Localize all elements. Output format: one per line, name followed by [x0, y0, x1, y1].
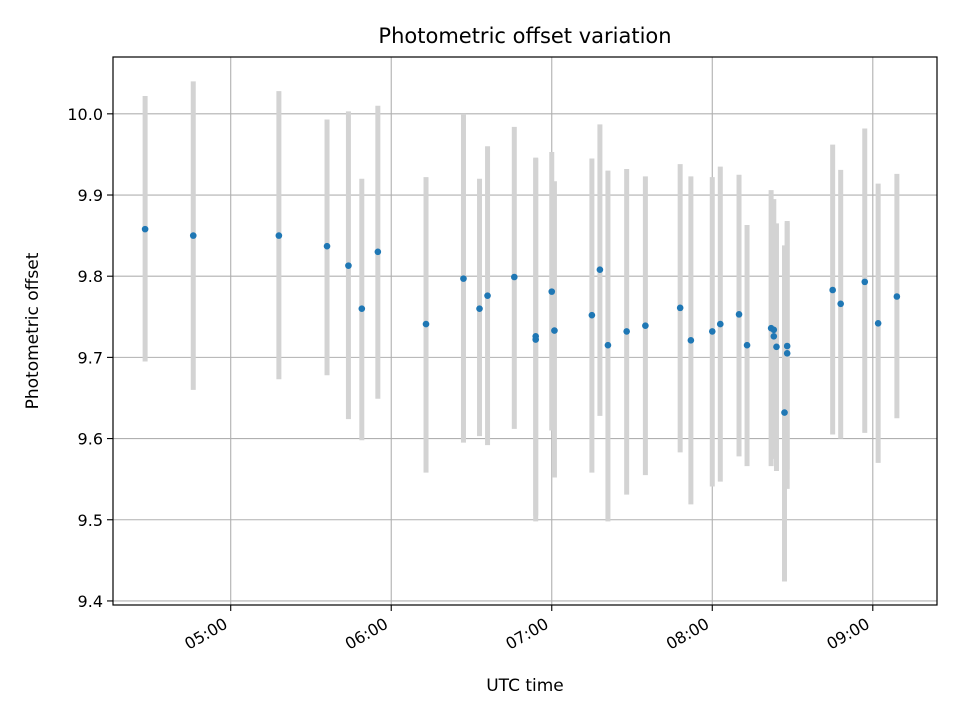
data-point: [837, 300, 844, 308]
data-point: [484, 292, 491, 299]
data-point: [708, 328, 716, 335]
data-point: [596, 266, 604, 274]
data-point: [358, 305, 366, 312]
data-point: [874, 319, 882, 327]
data-point: [141, 225, 149, 233]
data-point: [861, 278, 869, 286]
data-point: [345, 262, 352, 269]
chart-title: Photometric offset variation: [378, 24, 671, 48]
plot-frame: [112, 56, 938, 606]
y-tick-label: 9.8: [78, 267, 103, 286]
data-point: [510, 273, 518, 281]
data-point: [189, 232, 197, 239]
y-axis-ticks: 9.4 9.5 9.6 9.7 9.8 9.9 10.0: [67, 105, 113, 611]
y-tick-label: 9.4: [78, 592, 103, 611]
data-point: [743, 341, 751, 349]
data-point: [829, 286, 836, 294]
data-point: [422, 320, 430, 328]
data-point: [323, 242, 331, 250]
data-point: [532, 336, 540, 343]
y-tick-label: 9.6: [78, 430, 103, 449]
data-points: [141, 225, 901, 416]
data-point: [374, 248, 382, 256]
data-point: [770, 332, 778, 340]
data-point: [623, 328, 630, 335]
data-point: [735, 311, 743, 318]
data-point: [275, 232, 283, 239]
y-axis-label: Photometric offset: [23, 252, 43, 409]
data-point: [642, 322, 649, 330]
data-point: [783, 350, 791, 357]
data-point: [551, 327, 558, 334]
data-point: [460, 275, 467, 282]
data-point: [773, 343, 780, 351]
data-point: [604, 341, 612, 349]
data-point: [770, 326, 778, 334]
data-point: [893, 293, 901, 300]
data-point: [588, 311, 596, 319]
y-tick-label: 9.9: [78, 186, 103, 205]
data-point: [476, 305, 483, 312]
y-tick-label: 9.7: [78, 348, 103, 367]
data-point: [783, 342, 791, 350]
data-point: [716, 320, 724, 328]
y-tick-label: 9.5: [78, 511, 103, 530]
y-tick-label: 10.0: [67, 105, 103, 124]
data-point: [687, 337, 695, 344]
data-point: [676, 304, 684, 312]
x-axis-label: UTC time: [486, 676, 564, 696]
data-point: [781, 409, 788, 416]
data-point: [548, 288, 556, 295]
